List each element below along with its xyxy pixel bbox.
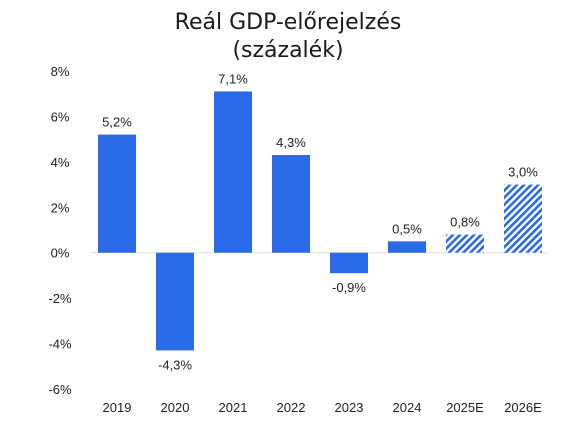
data-label: -0,9% [332,280,366,295]
data-label: 5,2% [102,115,132,130]
y-tick-label: -2% [48,291,72,306]
x-tick-label: 2024 [393,400,422,415]
estimate-bar [504,184,542,253]
data-label: 4,3% [276,135,306,150]
x-tick-label: 2025E [446,400,484,415]
x-tick-label: 2020 [161,400,190,415]
y-tick-label: 6% [51,109,70,124]
y-tick-label: -6% [48,382,72,397]
y-tick-label: -4% [48,337,72,352]
data-label: 7,1% [218,71,248,86]
x-tick-label: 2022 [277,400,306,415]
bar [330,252,368,274]
bar [272,155,310,253]
data-label: -4,3% [158,357,192,372]
y-tick-label: 0% [51,246,70,261]
y-tick-label: 2% [51,200,70,215]
x-tick-label: 2023 [335,400,364,415]
bar [214,91,252,253]
data-label: 0,5% [392,221,422,236]
data-label: 0,8% [450,215,480,230]
y-tick-label: 4% [51,155,70,170]
x-tick-label: 2026E [504,400,542,415]
chart-subtitle: (százalék) [232,38,344,63]
x-tick-label: 2021 [219,400,248,415]
chart-title: Reál GDP-előrejelzés [174,10,402,35]
y-tick-label: 8% [51,64,70,79]
data-label: 3,0% [508,165,538,180]
bar [98,134,136,253]
estimate-bar [446,234,484,253]
bar [156,252,194,351]
bar [388,241,426,253]
x-tick-label: 2019 [103,400,132,415]
